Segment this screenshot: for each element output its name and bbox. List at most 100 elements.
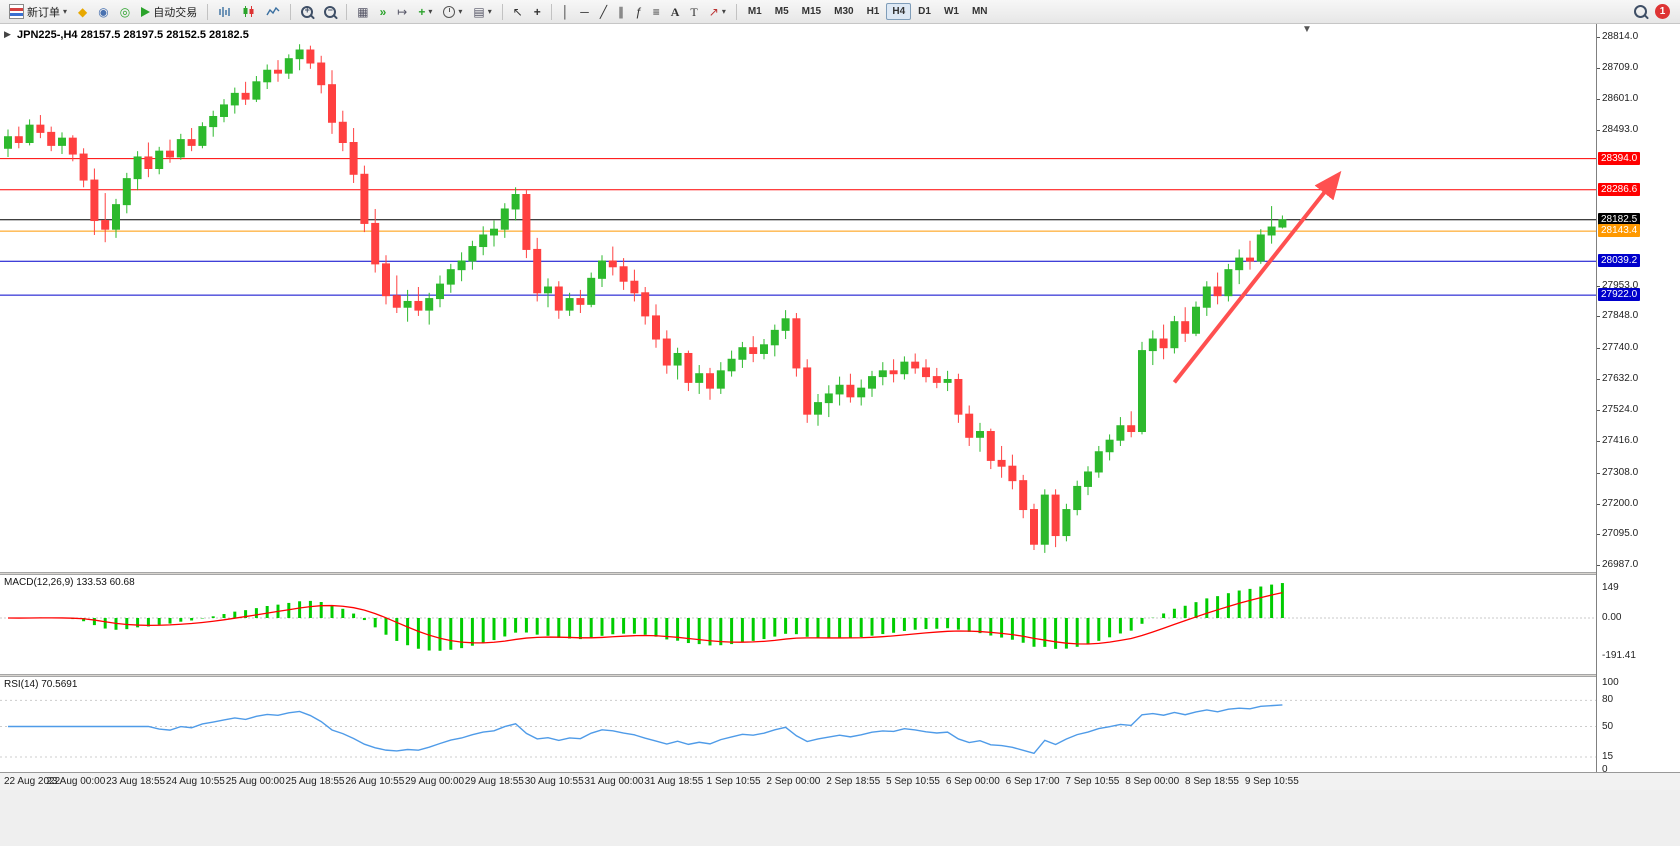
- candle: [25, 119, 34, 146]
- cursor-button[interactable]: ↖: [508, 1, 528, 23]
- price-axis[interactable]: 28814.0 28709.0 28601.0 28493.0 27953.0 27848…: [1596, 24, 1680, 775]
- timeframe-button-MN[interactable]: MN: [971, 6, 988, 17]
- vertical-line-button[interactable]: │: [557, 1, 575, 23]
- autotrading-button[interactable]: 自动交易: [136, 1, 202, 23]
- tile-windows-icon: ▦: [357, 4, 369, 19]
- candle: [662, 330, 671, 374]
- price-tick: 27200.0: [1602, 497, 1639, 509]
- candle: [295, 44, 304, 71]
- chart-shift-marker-icon[interactable]: ▼: [1302, 24, 1312, 35]
- candle: [544, 278, 552, 308]
- candle: [738, 341, 747, 368]
- candle: [1148, 330, 1157, 366]
- candle: [533, 237, 542, 302]
- time-axis[interactable]: 22 Aug 2022 23 Aug 00:00 23 Aug 18:55 24 Au…: [0, 772, 1680, 790]
- price-tick: 27848.0: [1602, 310, 1639, 322]
- macd-panel[interactable]: MACD(12,26,9) 133.53 60.68: [0, 575, 1596, 674]
- profiles-button[interactable]: ◉: [93, 1, 113, 23]
- line-chart-button[interactable]: [261, 1, 285, 23]
- candle: [954, 373, 963, 423]
- timeframe-button-D1[interactable]: D1: [918, 6, 931, 17]
- refresh-button[interactable]: ◎: [115, 1, 135, 23]
- chevron-down-icon: ▾: [721, 7, 726, 16]
- time-label: 29 Aug 00:00: [405, 776, 465, 787]
- time-label: 25 Aug 18:55: [285, 776, 345, 787]
- timeframe-button-H1[interactable]: H1: [866, 6, 880, 17]
- indicators-button[interactable]: + ▾: [413, 1, 437, 23]
- one-click-trading-toggle-icon[interactable]: ▶: [4, 29, 11, 39]
- rsi-panel[interactable]: RSI(14) 70.5691: [0, 677, 1596, 772]
- time-label: 6 Sep 00:00: [945, 776, 1000, 787]
- grid-levels-button[interactable]: ≡: [648, 1, 665, 23]
- candle: [1062, 503, 1071, 542]
- zoom-in-button[interactable]: +: [296, 1, 318, 23]
- tile-windows-button[interactable]: ▦: [352, 1, 373, 23]
- time-label: 1 Sep 10:55: [706, 776, 761, 787]
- timeframe-button-M5[interactable]: M5: [774, 6, 789, 17]
- candle: [900, 356, 909, 380]
- price-tick: 27416.0: [1602, 435, 1639, 447]
- candle: [230, 87, 239, 114]
- chart-shift-button[interactable]: ↦: [392, 1, 412, 23]
- price-tick: 28601.0: [1602, 92, 1639, 104]
- candle: [673, 347, 682, 380]
- bar-chart-button[interactable]: [213, 1, 236, 23]
- candle: [133, 151, 142, 191]
- search-icon[interactable]: [1634, 5, 1647, 18]
- price-badge: 28039.2: [1598, 254, 1641, 268]
- notification-badge[interactable]: 1: [1655, 4, 1670, 19]
- candlestick-plot[interactable]: [0, 24, 1596, 572]
- candle: [1019, 474, 1028, 519]
- rsi-axis-label: 0: [1602, 764, 1608, 775]
- candle: [781, 310, 790, 340]
- macd-axis-label: 149: [1602, 582, 1619, 594]
- window-bottom-area: [0, 790, 1680, 846]
- time-label: 29 Aug 18:55: [464, 776, 524, 787]
- text-button[interactable]: A: [666, 1, 685, 23]
- templates-button[interactable]: ▤ ▾: [468, 1, 496, 23]
- timeframe-button-M30[interactable]: M30: [834, 6, 854, 17]
- candle: [457, 252, 466, 282]
- candle: [274, 60, 282, 82]
- price-chart-pane[interactable]: ▶ JPN225-,H4 28157.5 28197.5 28152.5 281…: [0, 24, 1596, 572]
- new-order-button[interactable]: 新订单 ▾: [4, 1, 72, 23]
- timeframe-button-W1[interactable]: W1: [943, 6, 959, 17]
- arrows-button[interactable]: ↗ ▾: [704, 1, 731, 23]
- text-label-button[interactable]: T: [685, 1, 702, 23]
- candlestick-chart-button[interactable]: [237, 1, 260, 23]
- price-tick: 27308.0: [1602, 466, 1639, 478]
- chart-shift-icon: ↦: [397, 4, 408, 19]
- price-tick-mark: [1597, 98, 1600, 100]
- candle: [576, 289, 585, 314]
- candle: [684, 350, 693, 392]
- price-tick-mark: [1597, 67, 1600, 69]
- timeframe-button-H4[interactable]: H4: [886, 3, 912, 20]
- candle: [403, 289, 412, 322]
- channel-button[interactable]: ∥: [613, 1, 629, 23]
- pane-splitter[interactable]: [0, 572, 1680, 575]
- fibonacci-button[interactable]: ƒ: [630, 1, 647, 23]
- price-tick: 27740.0: [1602, 341, 1639, 353]
- cursor-icon: ↖: [512, 4, 523, 19]
- autotrade-play-icon: [141, 6, 151, 17]
- pane-splitter[interactable]: [0, 674, 1680, 677]
- trendline-button[interactable]: ╱: [595, 1, 612, 23]
- zoom-out-button[interactable]: −: [319, 1, 341, 23]
- periods-button[interactable]: ▾: [438, 1, 467, 23]
- candle: [338, 110, 347, 152]
- timeframe-button-M1[interactable]: M1: [747, 6, 762, 17]
- grid-levels-icon: ≡: [652, 4, 660, 19]
- candle: [112, 198, 120, 238]
- horizontal-line-button[interactable]: ─: [575, 1, 594, 23]
- timeframe-button-M15[interactable]: M15: [801, 6, 822, 17]
- price-tick: 27524.0: [1602, 404, 1639, 416]
- crosshair-button[interactable]: +: [529, 1, 546, 23]
- rsi-plot[interactable]: [0, 677, 1596, 772]
- candle: [1084, 466, 1092, 496]
- auto-scroll-button[interactable]: »: [375, 1, 392, 23]
- chevron-down-icon: ▾: [63, 7, 68, 16]
- candle: [619, 258, 628, 290]
- main-toolbar: 新订单 ▾ ◆ ◉ ◎ 自动交易: [0, 0, 1680, 24]
- mql5-button[interactable]: ◆: [73, 1, 92, 23]
- macd-plot[interactable]: [0, 575, 1596, 674]
